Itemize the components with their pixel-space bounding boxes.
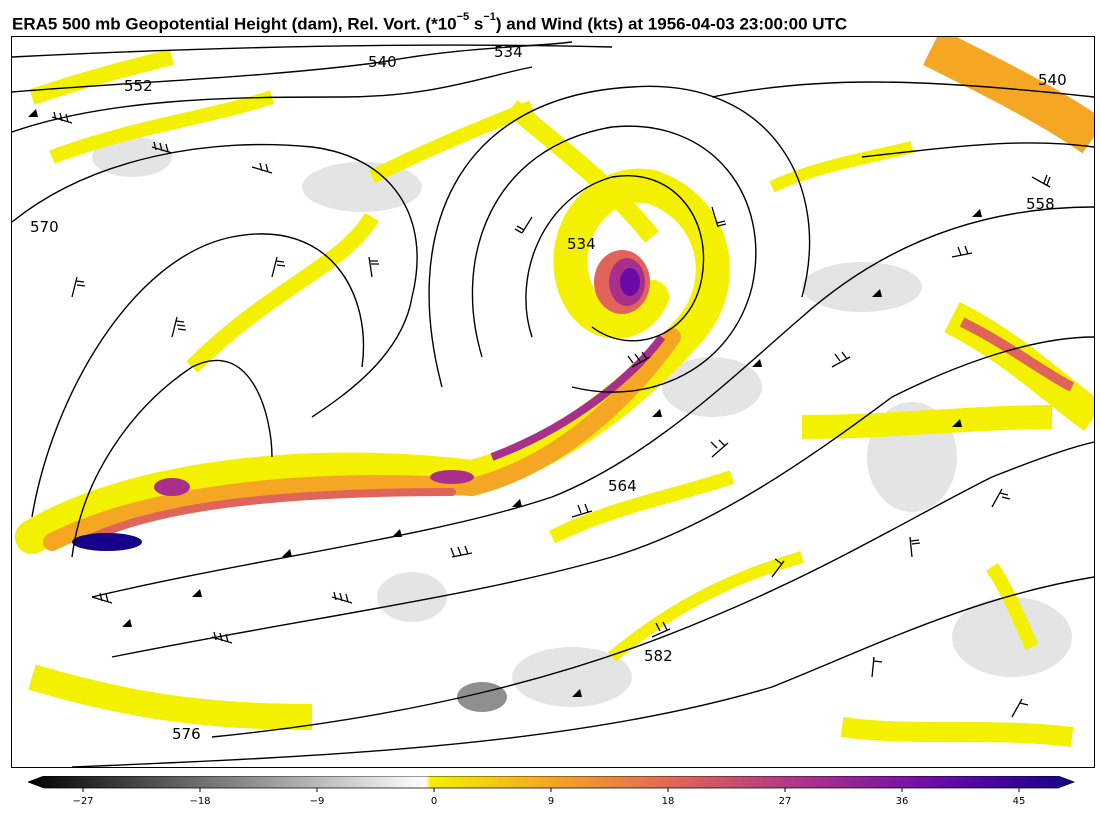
colorbar-tick-label: 18 xyxy=(662,796,675,807)
vorticity-positive-shading xyxy=(15,37,1094,747)
colorbar-ticks: −27 −18 −9 0 9 18 27 36 45 xyxy=(72,788,1025,807)
wind-barbs xyxy=(51,111,1051,718)
contour-label: 534 xyxy=(494,43,523,61)
contour-label-group: 534 540 552 570 534 540 558 564 582 576 xyxy=(30,43,1067,743)
contour-label: 570 xyxy=(30,218,59,236)
map-canvas: 534 540 552 570 534 540 558 564 582 576 xyxy=(12,37,1094,767)
contour-label: 534 xyxy=(567,235,596,253)
contour-label: 552 xyxy=(124,77,153,95)
wind-barb-flags xyxy=(28,109,982,697)
colorbar-tick-label: 9 xyxy=(548,796,554,807)
contour-label: 540 xyxy=(1038,71,1067,89)
colorbar-gradient xyxy=(26,775,1076,789)
colorbar-svg: −27 −18 −9 0 9 18 27 36 45 xyxy=(26,775,1076,807)
colorbar-tick-label: 36 xyxy=(896,796,909,807)
vorticity-negative-shading xyxy=(92,137,1072,712)
colorbar-tick-label: 27 xyxy=(779,796,792,807)
colorbar: −27 −18 −9 0 9 18 27 36 45 xyxy=(26,775,1078,813)
contour-label: 558 xyxy=(1026,195,1055,213)
colorbar-tick-label: 0 xyxy=(431,796,437,807)
contour-label: 564 xyxy=(608,477,637,495)
map-title: ERA5 500 mb Geopotential Height (dam), R… xyxy=(12,11,848,34)
contour-label: 540 xyxy=(368,53,397,71)
height-contours xyxy=(12,41,1094,767)
contour-label: 582 xyxy=(644,647,673,665)
weather-map: 534 540 552 570 534 540 558 564 582 576 xyxy=(11,36,1095,768)
colorbar-tick-label: −18 xyxy=(189,796,210,807)
contour-label: 576 xyxy=(172,725,201,743)
colorbar-tick-label: −27 xyxy=(72,796,93,807)
colorbar-tick-label: 45 xyxy=(1013,796,1026,807)
colorbar-tick-label: −9 xyxy=(310,796,325,807)
